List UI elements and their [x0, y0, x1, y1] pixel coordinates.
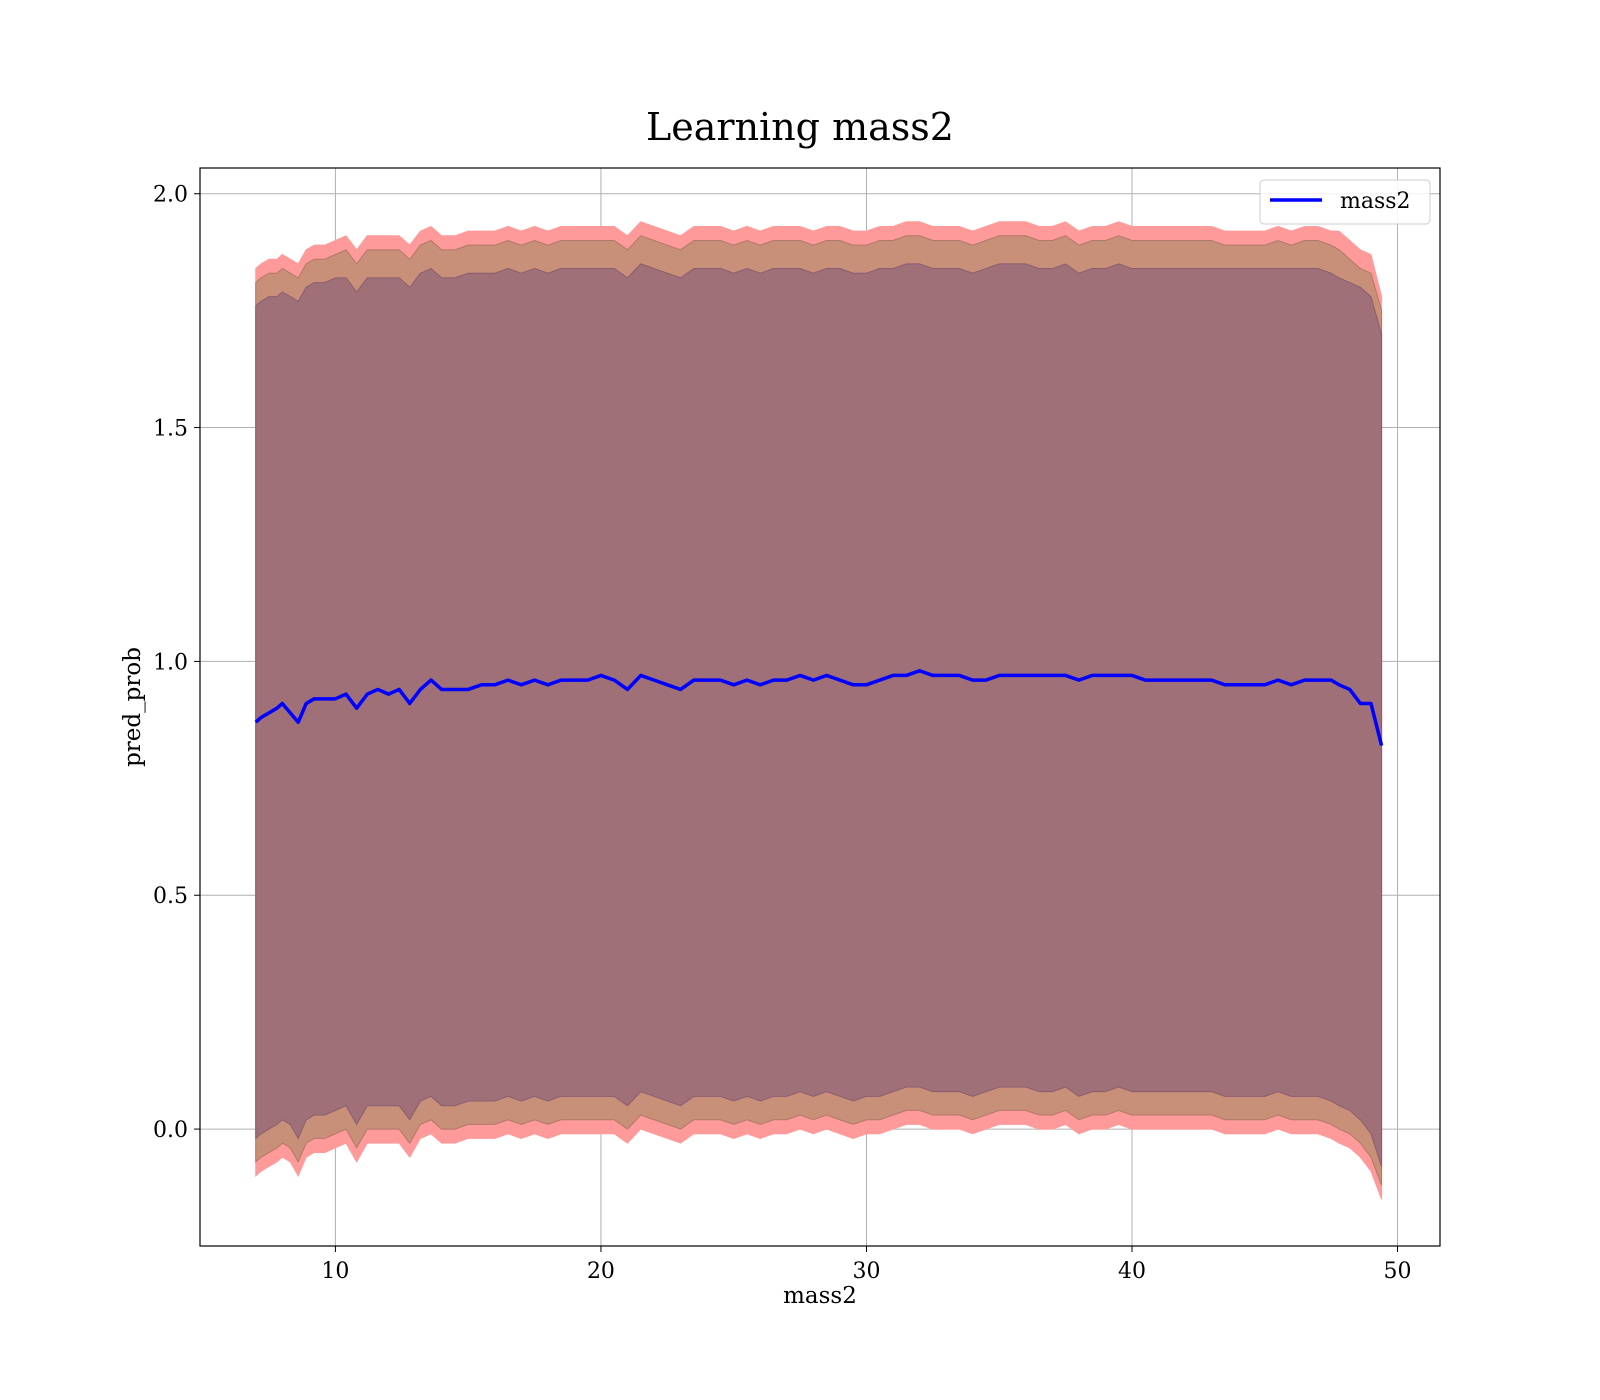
y-axis-label: pred_prob	[120, 647, 146, 767]
chart-title: Learning mass2	[646, 105, 954, 149]
y-tick-label: 1.5	[153, 417, 188, 442]
series-line-mass2	[254, 669, 1384, 747]
legend-box	[1259, 179, 1431, 225]
x-tick-label: 50	[1384, 1259, 1412, 1284]
x-axis-label: mass2	[783, 1283, 857, 1309]
y-tick-label: 1.0	[153, 650, 188, 675]
legend-label-mass2: mass2	[1340, 189, 1411, 214]
confidence-bands	[255, 221, 1383, 1200]
y-tick-label: 2.0	[153, 183, 188, 208]
x-tick-label: 20	[587, 1259, 615, 1284]
y-tick-label: 0.0	[153, 1118, 188, 1143]
x-tick-label: 40	[1118, 1259, 1146, 1284]
series-lines	[254, 669, 1384, 747]
legend: mass2	[1259, 179, 1431, 225]
plot-frame	[199, 167, 1441, 1247]
band-inner	[255, 263, 1383, 1167]
x-tick-label: 30	[852, 1259, 880, 1284]
y-axis-ticks: 0.0 0.5 1.0 1.5 2.0	[153, 183, 200, 1143]
x-axis-ticks: 10 20 30 40 50	[321, 1246, 1412, 1284]
y-tick-label: 0.5	[153, 884, 188, 909]
x-tick-label: 10	[321, 1259, 349, 1284]
